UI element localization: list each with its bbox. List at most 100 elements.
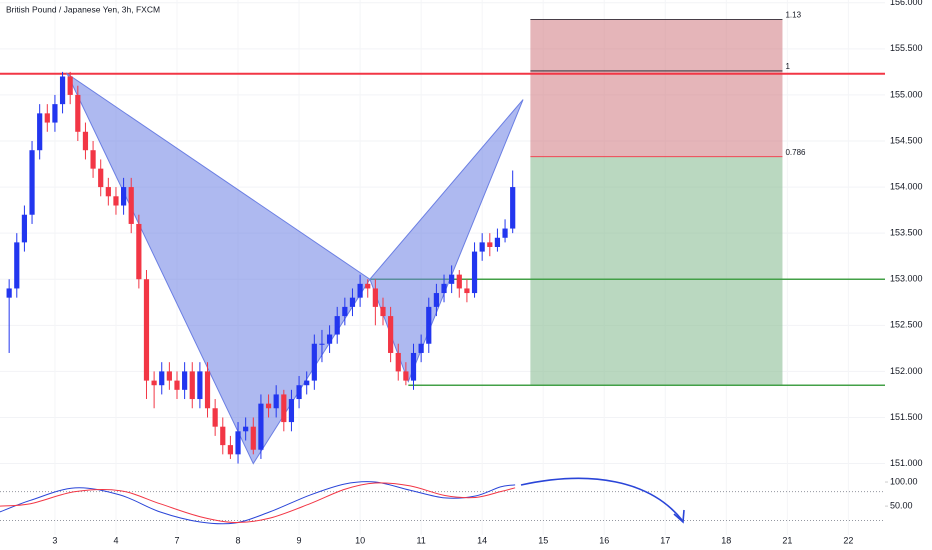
candle-body bbox=[326, 334, 333, 344]
x-tick-label: 4 bbox=[113, 535, 118, 545]
x-tick-label: 11 bbox=[416, 535, 425, 545]
candle-body bbox=[449, 274, 455, 284]
candle-body bbox=[227, 445, 234, 455]
candle-body bbox=[304, 380, 310, 386]
candle-body bbox=[258, 403, 264, 450]
candle-body bbox=[365, 283, 371, 289]
candle-body bbox=[296, 385, 302, 400]
candle-body bbox=[410, 352, 417, 381]
candle-body bbox=[395, 352, 401, 372]
x-tick-label: 7 bbox=[174, 535, 179, 545]
candle-body bbox=[90, 150, 96, 169]
candle-body bbox=[372, 288, 378, 307]
candle-body bbox=[380, 306, 386, 317]
candle-body bbox=[197, 371, 203, 400]
x-tick-label: 8 bbox=[236, 535, 241, 545]
candle-body bbox=[151, 380, 157, 386]
x-tick-label: 10 bbox=[355, 535, 365, 545]
candle-body bbox=[441, 283, 447, 294]
y-tick-label: 155.500 bbox=[890, 43, 923, 53]
y-tick-label: 50.00 bbox=[890, 500, 913, 510]
y-tick-label: 100.00 bbox=[890, 476, 918, 486]
y-tick-label: 151.000 bbox=[890, 458, 923, 468]
candle-body bbox=[136, 223, 142, 280]
candle-body bbox=[479, 242, 485, 252]
candle-body bbox=[212, 408, 218, 427]
candle-body bbox=[6, 288, 12, 298]
candle-body bbox=[471, 251, 478, 294]
y-tick-label: 153.000 bbox=[890, 274, 923, 284]
candle-body bbox=[174, 380, 180, 390]
y-tick-label: 154.500 bbox=[890, 135, 923, 145]
candle-body bbox=[388, 316, 394, 353]
candle-body bbox=[349, 297, 356, 307]
candle-body bbox=[189, 371, 195, 400]
y-tick-label: 152.000 bbox=[890, 366, 923, 376]
candle-body bbox=[204, 371, 211, 409]
candle-body bbox=[98, 168, 104, 188]
candle-body bbox=[235, 431, 241, 455]
fib-level-label: 0.786 bbox=[785, 148, 806, 157]
candle-body bbox=[426, 306, 432, 344]
candle-body bbox=[273, 394, 279, 409]
x-tick-label: 14 bbox=[477, 535, 487, 545]
candle-body bbox=[510, 187, 516, 229]
x-tick-label: 22 bbox=[843, 535, 853, 545]
candle-body bbox=[250, 426, 256, 450]
harmonic-pattern-xab bbox=[65, 72, 371, 465]
candle-body bbox=[342, 306, 348, 317]
candle-body bbox=[502, 228, 508, 238]
candle-body bbox=[357, 283, 363, 298]
y-tick-label: 153.500 bbox=[890, 228, 923, 238]
fib-level-label: 1 bbox=[785, 62, 790, 71]
x-tick-label: 21 bbox=[782, 535, 792, 545]
candle-body bbox=[334, 316, 340, 335]
candle-body bbox=[37, 113, 43, 151]
y-tick-label: 155.000 bbox=[890, 89, 923, 99]
x-tick-label: 9 bbox=[297, 535, 302, 545]
y-tick-label: 154.000 bbox=[890, 181, 923, 191]
x-tick-label: 15 bbox=[538, 535, 548, 545]
candle-body bbox=[487, 242, 493, 247]
x-tick-label: 16 bbox=[599, 535, 609, 545]
x-tick-label: 17 bbox=[660, 535, 670, 545]
candle-body bbox=[105, 187, 111, 197]
candle-body bbox=[418, 343, 424, 353]
candle-body bbox=[82, 131, 89, 151]
fib-level-label: 1.13 bbox=[785, 10, 801, 19]
candle-body bbox=[281, 394, 287, 423]
y-tick-label: 156.000 bbox=[890, 0, 923, 7]
candle-body bbox=[143, 279, 150, 381]
candle-body bbox=[311, 343, 317, 381]
candle-body bbox=[243, 426, 249, 432]
candle-body bbox=[120, 187, 127, 206]
candle-body bbox=[113, 196, 119, 206]
chart-title: British Pound / Japanese Yen, 3h, FXCM bbox=[6, 4, 160, 14]
candle-body bbox=[75, 94, 81, 132]
candle-body bbox=[456, 274, 462, 289]
candle-body bbox=[21, 214, 28, 243]
candle-body bbox=[494, 237, 501, 247]
candle-body bbox=[59, 76, 66, 105]
x-tick-label: 18 bbox=[721, 535, 731, 545]
oscillator-line bbox=[0, 482, 516, 523]
candle-body bbox=[166, 371, 172, 381]
fib-reward-zone bbox=[530, 156, 783, 386]
arrow-head bbox=[673, 509, 685, 524]
x-tick-label: 3 bbox=[52, 535, 57, 545]
candle-body bbox=[67, 76, 73, 95]
candle-body bbox=[265, 403, 272, 409]
candle-body bbox=[433, 293, 439, 307]
fib-risk-zone bbox=[530, 19, 783, 157]
candle-body bbox=[14, 242, 20, 289]
candle-body bbox=[52, 104, 58, 123]
candle-body bbox=[464, 288, 470, 294]
y-tick-label: 151.500 bbox=[890, 412, 923, 422]
candle-body bbox=[403, 371, 409, 381]
candle-body bbox=[182, 371, 188, 390]
candle-body bbox=[128, 187, 134, 224]
candle-body bbox=[159, 371, 165, 386]
candle-body bbox=[29, 150, 35, 215]
candle-body bbox=[288, 399, 295, 423]
